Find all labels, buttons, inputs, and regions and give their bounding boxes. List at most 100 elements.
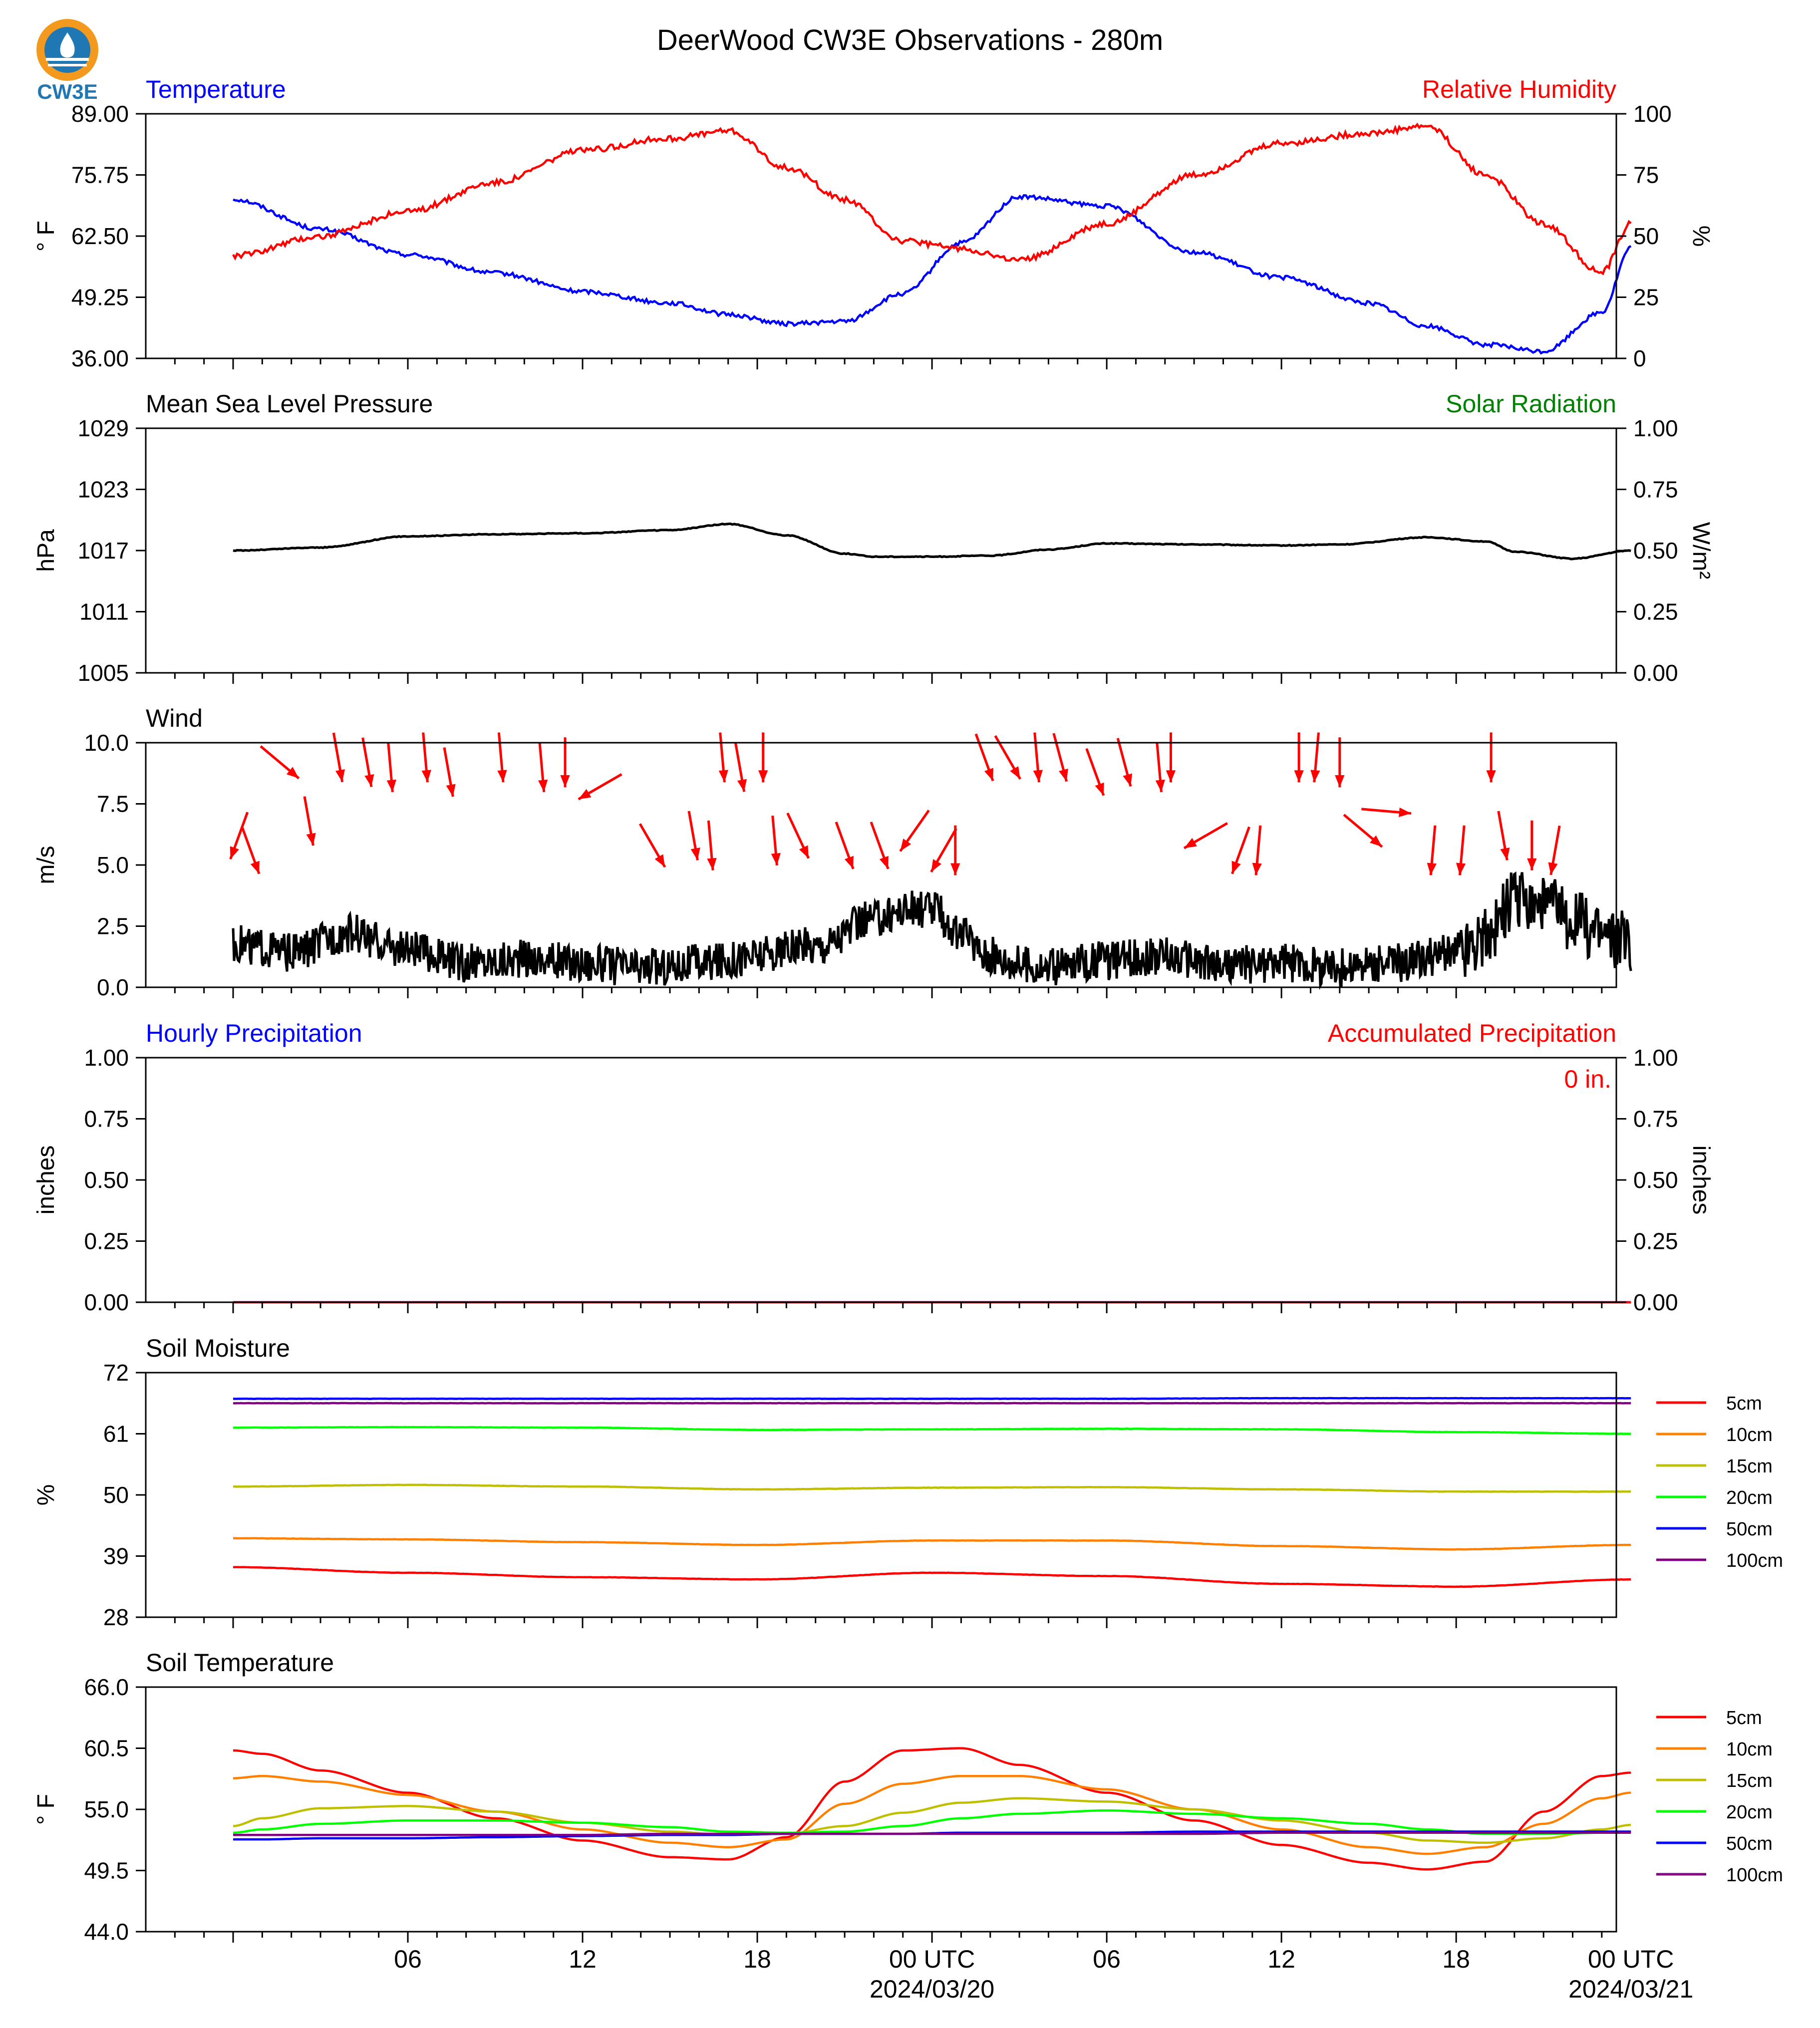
y-tick-label-right: 0.00 [1633, 1289, 1678, 1315]
wind-arrow [1486, 732, 1496, 783]
y-axis-label-right: inches [1688, 1146, 1714, 1215]
y-tick-label: 10.0 [84, 730, 129, 756]
wind-arrow [560, 737, 570, 788]
x-tick-label: 12 [1267, 1945, 1295, 1973]
y-tick-label: 89.00 [71, 101, 129, 127]
panel-soil_moisture [136, 1372, 1706, 1628]
legend-label: 50cm [1726, 1833, 1773, 1854]
y-tick-label: 0.0 [97, 974, 129, 1000]
y-tick-label: 0.00 [84, 1289, 129, 1315]
x-date-label: 2024/03/20 [870, 1975, 994, 2003]
y-tick-label-right: 100 [1633, 101, 1672, 127]
series-line-50cm [233, 1397, 1631, 1400]
x-tick-label: 18 [743, 1945, 771, 1973]
panel-title-right: Accumulated Precipitation [1328, 1019, 1616, 1047]
wind-arrow [1335, 737, 1345, 788]
wind-arrow [758, 732, 768, 783]
wind-arrow [687, 811, 700, 861]
wind-arrow [303, 796, 316, 846]
accumulated-total-label: 0 in. [1564, 1065, 1611, 1093]
wind-arrow [1116, 738, 1133, 787]
y-tick-label: 1011 [79, 599, 129, 625]
panel-title-left: Wind [146, 704, 203, 732]
panel-pressure [136, 427, 1631, 684]
plot-frame [145, 113, 1617, 359]
legend-label: 10cm [1726, 1425, 1773, 1446]
legend [1656, 1716, 1706, 1876]
legend-label: 15cm [1726, 1770, 1773, 1791]
y-tick-label-right: 0.50 [1633, 538, 1678, 564]
wind-arrow [1310, 732, 1320, 783]
y-tick-label: 1017 [78, 538, 129, 564]
wind-arrow [1052, 733, 1068, 782]
series-line-temperature [233, 194, 1632, 355]
series-line-15cm [233, 1797, 1631, 1844]
legend-label: 5cm [1726, 1393, 1762, 1414]
wind-arrow [1155, 742, 1165, 793]
y-tick-label: 44.0 [84, 1919, 129, 1945]
y-tick-label: 55.0 [84, 1796, 129, 1822]
panel-title-left: Hourly Precipitation [146, 1019, 362, 1047]
y-axis-label-left: % [33, 1484, 59, 1506]
y-tick-label: 36.00 [71, 345, 129, 371]
y-axis-label-left: hPa [33, 529, 59, 572]
y-axis-label-left: m/s [33, 846, 59, 884]
wind-arrow [260, 745, 300, 780]
legend [1656, 1401, 1706, 1561]
y-tick-label: 1005 [78, 660, 129, 686]
series-line-100cm [233, 1402, 1631, 1405]
panel-precip [136, 1057, 1631, 1313]
series-line-10cm [233, 1537, 1631, 1551]
wind-arrow [950, 825, 960, 875]
y-tick-label: 28 [103, 1604, 129, 1630]
series-line-wind [232, 871, 1632, 990]
legend-label: 50cm [1726, 1519, 1773, 1540]
series-line-mean-sea-level-pressure [233, 522, 1631, 561]
y-tick-label: 0.50 [84, 1167, 129, 1193]
legend-label: 100cm [1726, 1865, 1783, 1886]
wind-arrow [786, 812, 810, 859]
series-line-100cm [233, 1831, 1631, 1836]
wind-arrow [538, 742, 548, 793]
y-tick-label: 1.00 [84, 1045, 129, 1071]
panel-title-left: Mean Sea Level Pressure [146, 390, 433, 418]
y-tick-label: 61 [103, 1421, 129, 1447]
plot-frame [145, 427, 1617, 674]
wind-arrow [1456, 825, 1466, 875]
wind-arrow [835, 821, 855, 869]
panel-title-right: Relative Humidity [1422, 75, 1616, 103]
x-tick-label: 00 UTC [1588, 1945, 1674, 1973]
wind-arrow [578, 773, 622, 801]
panel-temp_rh [136, 113, 1632, 369]
y-tick-label-right: 0.50 [1633, 1167, 1678, 1193]
wind-arrow [1497, 811, 1510, 861]
cw3e-logo: CW3E [30, 15, 105, 105]
y-tick-label: 0.25 [84, 1228, 129, 1254]
wind-arrow [638, 823, 666, 868]
panel-title-left: Temperature [146, 75, 286, 103]
series-line-5cm [233, 1566, 1631, 1588]
wind-arrow [443, 747, 456, 797]
wind-arrow [707, 820, 717, 870]
x-tick-label: 06 [394, 1945, 422, 1973]
y-tick-label: 50 [103, 1482, 129, 1508]
series-line-10cm [233, 1774, 1631, 1855]
wind-arrow [771, 815, 781, 866]
y-tick-label: 60.5 [84, 1736, 129, 1761]
y-tick-label: 1023 [78, 477, 129, 503]
logo-drop-icon [60, 32, 75, 58]
panel-title-left: Soil Moisture [146, 1334, 290, 1362]
y-tick-label: 75.75 [71, 162, 129, 188]
y-tick-label-right: 1.00 [1633, 1045, 1678, 1071]
panel-soil_temperature [136, 1686, 1706, 1943]
wind-arrow [1343, 814, 1383, 848]
wind-arrow [229, 812, 249, 860]
y-tick-label: 49.25 [71, 285, 129, 310]
wind-arrow [421, 732, 431, 783]
wind-arrow [361, 737, 374, 787]
y-axis-label-left: ° F [33, 1794, 59, 1825]
wind-arrow [1361, 807, 1412, 818]
y-tick-label: 5.0 [97, 852, 129, 878]
y-tick-label-right: 50 [1633, 223, 1659, 249]
